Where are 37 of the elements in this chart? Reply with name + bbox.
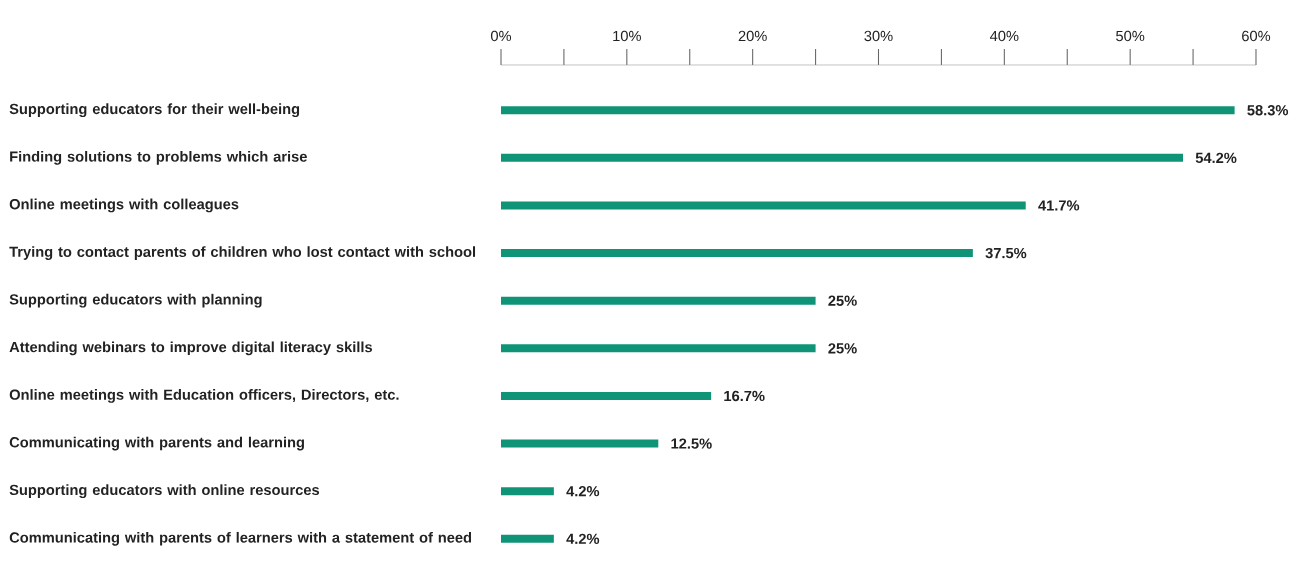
data-label: 41.7% <box>1038 200 1080 211</box>
x-tick-label: 20% <box>738 30 767 42</box>
y-tick-label: Communicating with parents of learners with a statement of need <box>9 531 472 546</box>
y-tick-label: Attending webinars to improve digital literacy skills <box>9 341 373 356</box>
data-label: 12.5% <box>671 438 712 449</box>
bar <box>501 201 1026 210</box>
y-tick-label: Trying to contact parents of children who lost contact with school <box>9 246 476 260</box>
bar <box>501 106 1235 115</box>
y-tick-label: Communicating with parents and learning <box>9 436 304 451</box>
bar <box>501 344 816 353</box>
y-tick-label: Supporting educators for their well-being <box>9 103 300 118</box>
x-tick-label: 10% <box>613 30 641 42</box>
bar <box>501 249 973 258</box>
bar <box>501 534 554 543</box>
data-label: 25% <box>828 295 857 306</box>
x-tick-label: 0% <box>490 30 512 42</box>
bar <box>501 487 554 496</box>
bar <box>501 391 712 400</box>
y-tick-label: Supporting educators with planning <box>9 293 262 308</box>
x-tick-label: 40% <box>989 30 1019 42</box>
y-tick-label: Supporting educators with online resources <box>9 484 320 499</box>
x-tick-label: 30% <box>864 30 893 42</box>
data-label: 25% <box>828 343 857 354</box>
y-tick-label: Online meetings with colleagues <box>9 198 239 213</box>
bar <box>501 439 659 448</box>
y-tick-label: Online meetings with Education officers, Directors, etc. <box>9 389 399 403</box>
data-label: 37.5% <box>985 247 1027 259</box>
data-label: 4.2% <box>566 533 600 544</box>
bar <box>501 296 816 305</box>
x-tick-label: 60% <box>1242 30 1271 42</box>
data-label: 54.2% <box>1195 152 1237 164</box>
bar <box>501 153 1184 162</box>
data-label: 58.3% <box>1247 105 1289 116</box>
data-label: 4.2% <box>566 486 600 497</box>
x-tick-label: 50% <box>1116 30 1145 42</box>
data-label: 16.7% <box>724 390 765 402</box>
y-tick-label: Finding solutions to problems which arise <box>10 150 307 165</box>
